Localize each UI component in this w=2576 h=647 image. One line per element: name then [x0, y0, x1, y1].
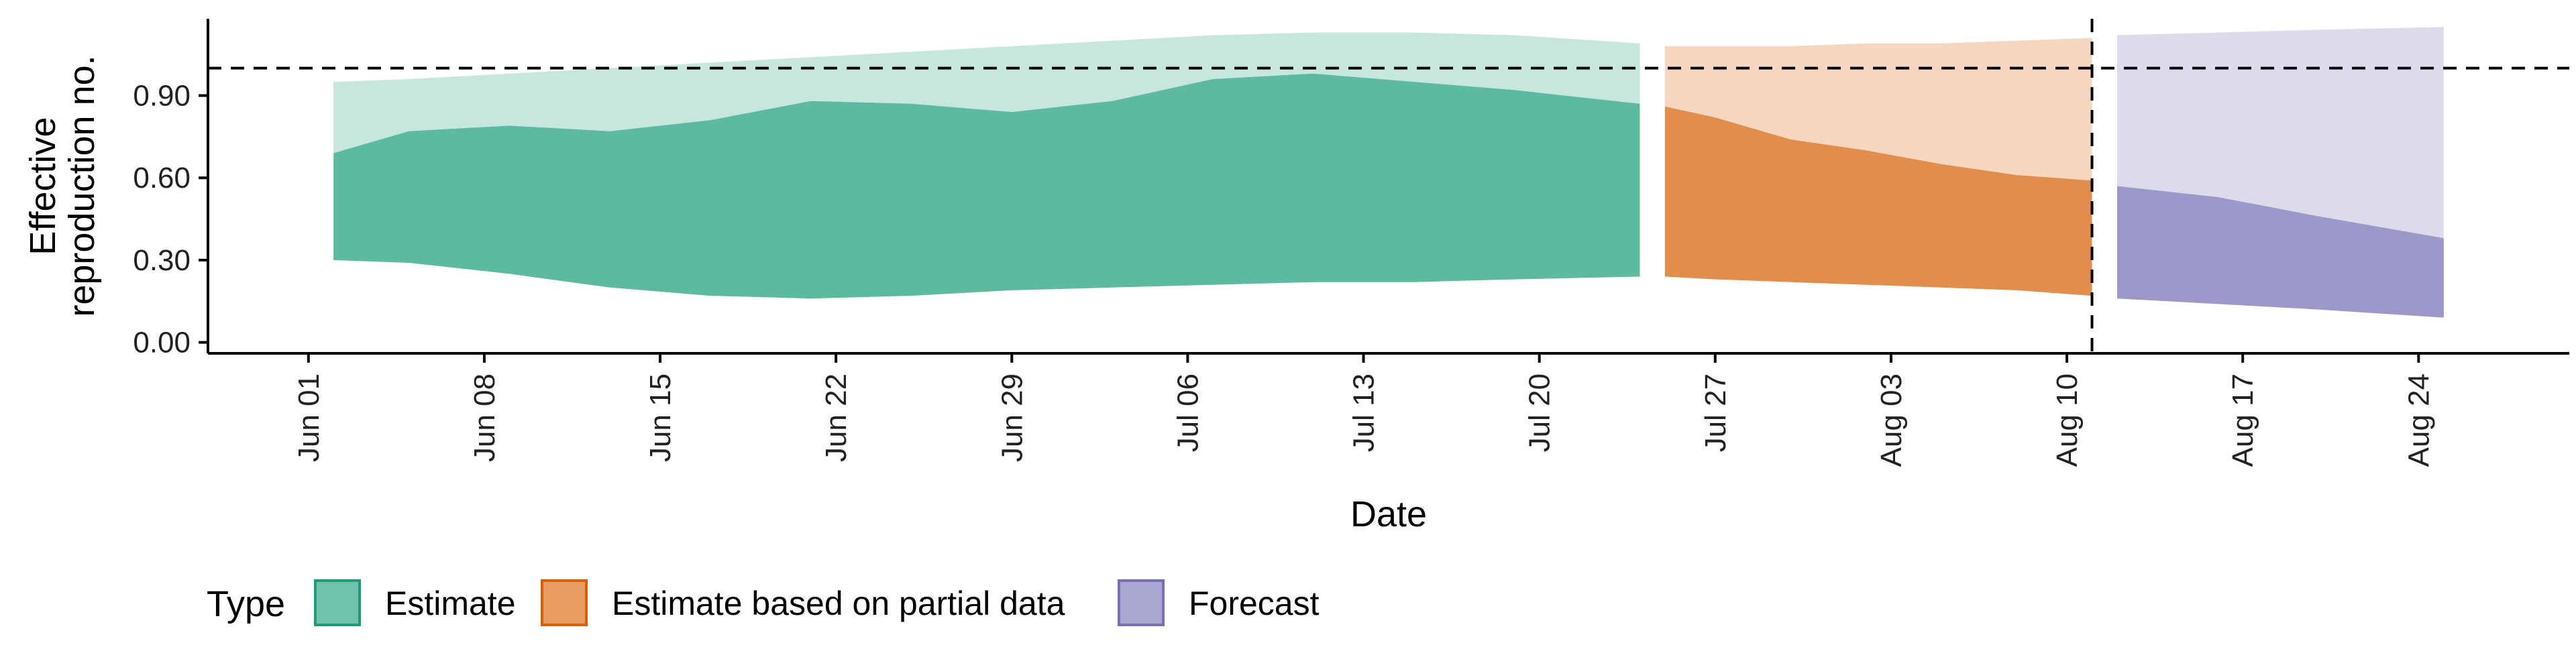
- inner-band-estimate-based-on-partial-data: [1664, 106, 2092, 296]
- x-tick-label: Jul 20: [1523, 373, 1556, 452]
- y-axis-title-line: Effective: [23, 117, 63, 255]
- x-tick-label: Jun 29: [996, 373, 1028, 462]
- x-tick-label: Aug 03: [1875, 373, 1908, 467]
- legend-key-estimate: [314, 579, 361, 626]
- x-tick-label: Jun 01: [292, 373, 325, 462]
- y-tick-label: 0.30: [133, 244, 191, 277]
- area-layer: [333, 27, 2444, 318]
- reference-line-layer: [208, 19, 2569, 353]
- legend: Type Estimate Estimate based on partial da…: [207, 579, 1320, 626]
- y-axis-title: Effectivereproduction no.: [23, 55, 102, 316]
- legend-label: Forecast: [1189, 585, 1320, 622]
- x-tick-label: Jul 13: [1348, 373, 1381, 452]
- x-tick-label: Jun 22: [820, 373, 853, 462]
- legend-key-forecast: [1118, 579, 1165, 626]
- axes-layer: 0.00 0.30 0.60 0.90 Jun 01 Jun 08 Jun 15 Jun 22…: [133, 19, 2569, 467]
- x-tick-label: Aug 10: [2051, 373, 2084, 467]
- legend-label: Estimate: [385, 585, 516, 622]
- x-tick-label: Aug 24: [2402, 373, 2435, 467]
- legend-title: Type: [207, 584, 285, 624]
- inner-band-estimate: [333, 73, 1640, 299]
- inner-band-forecast: [2117, 186, 2444, 318]
- x-tick-label: Jun 08: [468, 373, 501, 462]
- labels-layer: Date Effectivereproduction no.: [23, 55, 1427, 534]
- x-axis-title: Date: [1350, 494, 1427, 534]
- legend-key-estimate-based-on-partial-data: [541, 579, 588, 626]
- legend-label: Estimate based on partial data: [612, 585, 1065, 622]
- x-tick-label: Jul 27: [1699, 373, 1732, 452]
- y-tick-label: 0.90: [133, 80, 191, 113]
- x-tick-label: Jul 06: [1171, 373, 1204, 452]
- y-axis-title-line: reproduction no.: [62, 55, 102, 316]
- y-tick-label: 0.60: [133, 162, 191, 194]
- x-tick-label: Aug 17: [2226, 373, 2259, 467]
- x-tick-label: Jun 15: [644, 373, 677, 462]
- y-tick-label: 0.00: [133, 327, 191, 359]
